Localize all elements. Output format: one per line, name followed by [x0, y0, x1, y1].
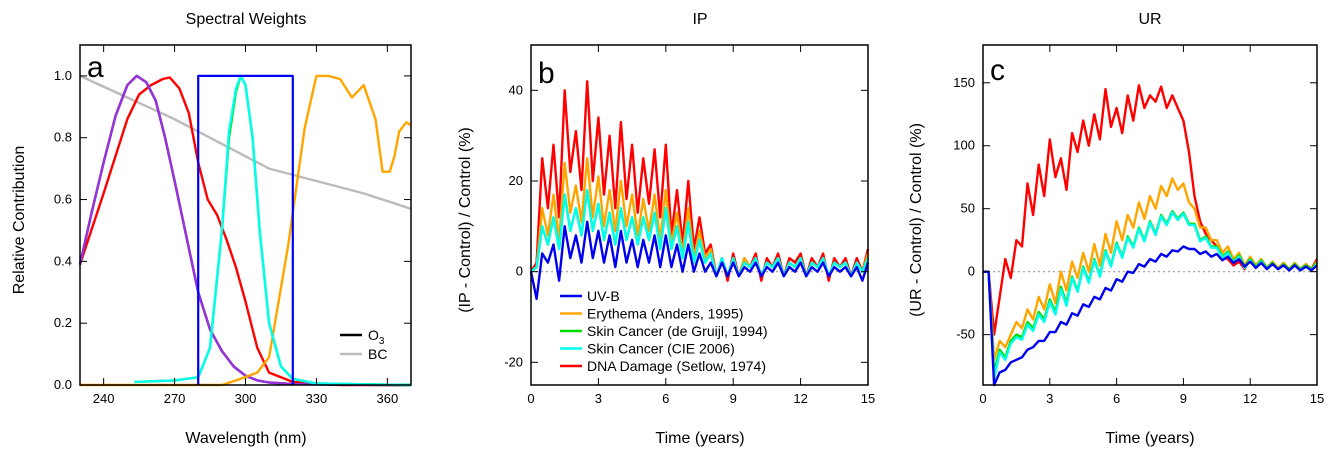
y-tick-label: -50 — [956, 327, 975, 342]
panel-b-frame — [530, 44, 869, 386]
series-uvb-line-a — [197, 74, 294, 385]
y-tick-label: 0 — [516, 264, 523, 279]
y-tick-label: 50 — [961, 201, 975, 216]
series-erythema-line-a — [80, 74, 412, 387]
series-purple-line-a — [78, 74, 412, 387]
legend-label-dna: DNA Damage (Setlow, 1974) — [587, 358, 766, 374]
panel-c-xlabel: Time (years) — [1105, 430, 1194, 447]
panel-c-ylabel: (UR - Control) / Control (%) — [908, 123, 925, 317]
panel-c-lines — [983, 84, 1319, 387]
x-tick-label: 15 — [861, 391, 875, 406]
series-dna-line-a — [78, 76, 411, 387]
panel-c-letter: c — [990, 54, 1005, 87]
series-uvb-line-b — [529, 220, 870, 301]
panel-a-ticks: 240 270 300 330 360 0.0 0.2 0.4 0.6 0.8 1.0 — [54, 45, 411, 406]
y-tick-label: 150 — [953, 75, 975, 90]
y-tick-label: 20 — [509, 173, 523, 188]
panel-b: IP Time (years) (IP - Control) / Control… — [457, 11, 875, 447]
panel-a-xlabel: Wavelength (nm) — [185, 430, 306, 447]
panel-b-ticks: 0 3 6 9 12 15 -20 0 20 40 — [504, 45, 875, 406]
x-tick-label: 3 — [595, 391, 602, 406]
x-tick-label: 9 — [1180, 391, 1187, 406]
y-tick-label: 0.2 — [54, 315, 72, 330]
series-bc-line-a — [79, 74, 412, 210]
x-tick-label: 15 — [1310, 391, 1324, 406]
legend-label-skin_cie: Skin Cancer (CIE 2006) — [587, 341, 735, 357]
panel-b-lines — [529, 80, 870, 301]
y-tick-label: 100 — [953, 138, 975, 153]
panel-a-legend: O3 BC — [340, 327, 387, 362]
x-tick-label: 0 — [979, 391, 986, 406]
series-skin_cie-line-a — [134, 74, 412, 387]
panel-b-title: IP — [692, 11, 707, 28]
panel-a-lines — [78, 74, 412, 387]
series-dna-line-c — [983, 84, 1319, 336]
legend-o3-subscript: 3 — [379, 336, 385, 347]
panel-a-frame — [79, 44, 412, 386]
y-tick-label: -20 — [504, 354, 523, 369]
legend-o3-label: O3 — [368, 327, 385, 347]
series-skin_gruijl-line-c — [983, 209, 1318, 374]
x-tick-label: 9 — [730, 391, 737, 406]
x-tick-label: 330 — [306, 391, 328, 406]
series-dna-line-b — [529, 80, 870, 282]
y-tick-label: 40 — [509, 82, 523, 97]
panel-c-frame — [982, 44, 1318, 386]
series-o3-line-a — [78, 74, 412, 387]
y-tick-label: 1.0 — [54, 68, 72, 83]
legend-bc-label: BC — [368, 346, 387, 362]
panel-b-letter: b — [538, 57, 555, 90]
panel-b-xlabel: Time (years) — [655, 430, 744, 447]
panel-c-ticks: 0 3 6 9 12 15 -50 0 50 100 150 — [953, 45, 1324, 406]
y-tick-label: 0.8 — [54, 130, 72, 145]
y-tick-label: 0 — [968, 264, 975, 279]
legend-label-skin_gruijl: Skin Cancer (de Gruijl, 1994) — [587, 323, 768, 339]
y-tick-label: 0.4 — [54, 253, 72, 268]
x-tick-label: 12 — [793, 391, 807, 406]
x-tick-label: 6 — [1113, 391, 1120, 406]
series-uvb-line-c — [983, 245, 1318, 387]
y-tick-label: 0.6 — [54, 192, 72, 207]
x-tick-label: 300 — [235, 391, 257, 406]
panel-a-title: Spectral Weights — [186, 11, 307, 28]
panel-b-ylabel: (IP - Control) / Control (%) — [457, 127, 474, 313]
x-tick-label: 12 — [1243, 391, 1257, 406]
panel-a-letter: a — [87, 51, 104, 84]
x-tick-label: 270 — [164, 391, 186, 406]
panel-a-ylabel: Relative Contribution — [11, 146, 28, 295]
x-tick-label: 360 — [377, 391, 399, 406]
x-tick-label: 0 — [527, 391, 534, 406]
x-tick-label: 6 — [662, 391, 669, 406]
y-tick-label: 0.0 — [54, 377, 72, 392]
panel-a: Spectral Weights Wavelength (nm) Relativ… — [11, 11, 412, 447]
x-tick-label: 240 — [93, 391, 115, 406]
legend-o3-text: O — [368, 327, 379, 343]
legend-label-uvb: UV-B — [587, 288, 620, 304]
x-tick-label: 3 — [1046, 391, 1053, 406]
legend-label-erythema: Erythema (Anders, 1995) — [587, 306, 743, 322]
panel-c-title: UR — [1138, 11, 1161, 28]
panel-c: UR Time (years) (UR - Control) / Control… — [908, 11, 1324, 447]
series-skin_cie-line-c — [983, 211, 1318, 380]
series-skin_cie-line-b — [530, 188, 870, 278]
